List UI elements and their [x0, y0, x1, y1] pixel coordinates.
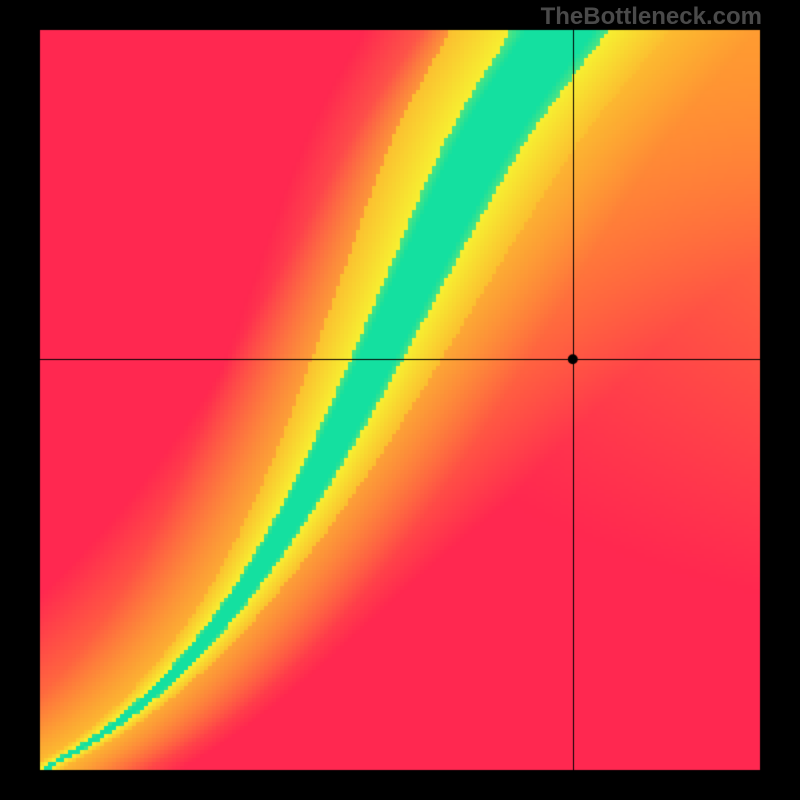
bottleneck-heatmap-canvas [0, 0, 800, 800]
chart-container: TheBottleneck.com [0, 0, 800, 800]
